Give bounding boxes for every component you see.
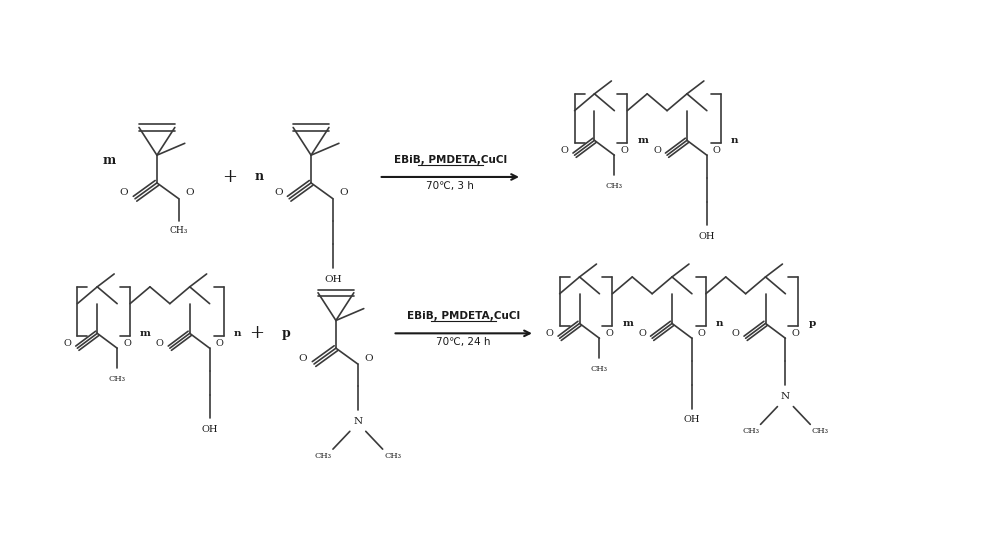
Text: m: m <box>622 319 633 328</box>
Text: O: O <box>713 146 721 155</box>
Text: n: n <box>255 170 264 183</box>
Text: O: O <box>340 188 348 197</box>
Text: O: O <box>698 329 706 338</box>
Text: O: O <box>546 329 554 338</box>
Text: N: N <box>353 417 362 426</box>
Text: O: O <box>653 146 661 155</box>
Text: O: O <box>156 338 164 348</box>
Text: O: O <box>605 329 613 338</box>
Text: CH₃: CH₃ <box>812 427 829 436</box>
Text: N: N <box>781 392 790 401</box>
Text: m: m <box>103 154 116 167</box>
Text: p: p <box>808 319 816 328</box>
Text: p: p <box>282 327 291 340</box>
Text: 70℃, 24 h: 70℃, 24 h <box>436 337 491 347</box>
Text: O: O <box>299 354 307 363</box>
Text: m: m <box>140 329 151 338</box>
Text: O: O <box>791 329 799 338</box>
Text: O: O <box>364 354 373 363</box>
Text: CH₃: CH₃ <box>742 427 759 436</box>
Text: EBiB, PMDETA,CuCl: EBiB, PMDETA,CuCl <box>394 155 507 165</box>
Text: CH₃: CH₃ <box>606 182 623 190</box>
Text: O: O <box>63 338 71 348</box>
Text: CH₃: CH₃ <box>109 375 126 383</box>
Text: O: O <box>120 188 128 197</box>
Text: O: O <box>216 338 224 348</box>
Text: n: n <box>731 136 738 145</box>
Text: CH₃: CH₃ <box>170 226 188 235</box>
Text: 70℃, 3 h: 70℃, 3 h <box>426 181 474 191</box>
Text: +: + <box>249 324 264 342</box>
Text: CH₃: CH₃ <box>591 365 608 373</box>
Text: OH: OH <box>201 425 218 434</box>
Text: O: O <box>185 188 194 197</box>
Text: O: O <box>274 188 283 197</box>
Text: OH: OH <box>324 275 342 285</box>
Text: n: n <box>716 319 723 328</box>
Text: O: O <box>638 329 646 338</box>
Text: OH: OH <box>699 232 715 241</box>
Text: O: O <box>732 329 740 338</box>
Text: O: O <box>123 338 131 348</box>
Text: EBiB, PMDETA,CuCl: EBiB, PMDETA,CuCl <box>407 312 520 321</box>
Text: n: n <box>233 329 241 338</box>
Text: m: m <box>637 136 648 145</box>
Text: O: O <box>620 146 628 155</box>
Text: OH: OH <box>684 415 700 424</box>
Text: O: O <box>561 146 569 155</box>
Text: CH₃: CH₃ <box>314 452 331 460</box>
Text: CH₃: CH₃ <box>384 452 401 460</box>
Text: +: + <box>222 168 237 186</box>
